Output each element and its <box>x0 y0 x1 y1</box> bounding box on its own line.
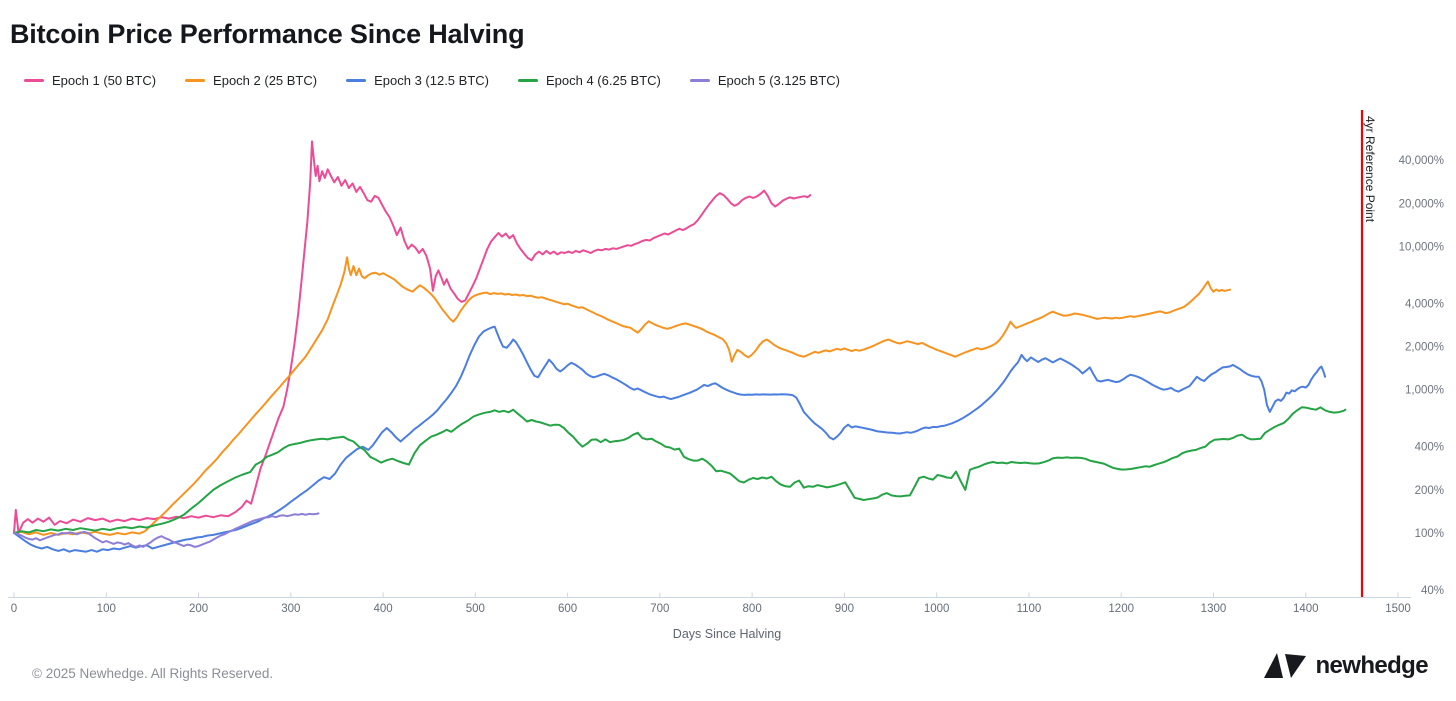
x-tick-label: 1400 <box>1293 603 1319 615</box>
chart-legend: Epoch 1 (50 BTC) Epoch 2 (25 BTC) Epoch 3 … <box>24 73 840 88</box>
x-tick-label: 600 <box>558 603 577 615</box>
legend-label: Epoch 2 (25 BTC) <box>213 73 318 88</box>
series-line-epoch-1[interactable] <box>13 140 812 534</box>
newhedge-logo[interactable]: newhedge <box>1263 651 1429 681</box>
x-tick-label: 200 <box>189 603 208 615</box>
y-tick-label: 40% <box>1421 585 1444 597</box>
x-tick-label: 0 <box>11 603 17 615</box>
y-tick-label: 100% <box>1415 528 1444 540</box>
x-tick-label: 100 <box>97 603 116 615</box>
x-tick-label: 800 <box>743 603 762 615</box>
x-axis-title: Days Since Halving <box>673 627 781 641</box>
legend-swatch-icon <box>346 79 367 82</box>
y-tick-label: 10,000% <box>1399 241 1444 253</box>
legend-label: Epoch 1 (50 BTC) <box>52 73 157 88</box>
legend-item-epoch-1[interactable]: Epoch 1 (50 BTC) <box>24 73 156 88</box>
legend-item-epoch-3[interactable]: Epoch 3 (12.5 BTC) <box>346 73 489 88</box>
y-tick-label: 200% <box>1415 485 1444 497</box>
y-tick-label: 20,000% <box>1399 198 1444 210</box>
x-tick-label: 300 <box>281 603 300 615</box>
x-tick-label: 900 <box>835 603 854 615</box>
newhedge-logo-text: newhedge <box>1315 652 1428 679</box>
y-tick-label: 40,000% <box>1399 155 1444 167</box>
legend-swatch-icon <box>185 79 206 82</box>
legend-label: Epoch 5 (3.125 BTC) <box>717 73 840 88</box>
reference-line-label: 4yr Reference Point <box>1363 116 1377 223</box>
x-tick-label: 1100 <box>1017 603 1042 615</box>
legend-label: Epoch 3 (12.5 BTC) <box>374 73 489 88</box>
legend-item-epoch-2[interactable]: Epoch 2 (25 BTC) <box>185 73 317 88</box>
y-tick-label: 1,000% <box>1405 385 1444 397</box>
x-tick-label: 1300 <box>1201 603 1227 615</box>
y-tick-label: 400% <box>1415 442 1444 454</box>
page-title: Bitcoin Price Performance Since Halving <box>10 19 525 49</box>
x-tick-label: 1000 <box>924 603 950 615</box>
newhedge-logo-icon <box>1264 653 1307 678</box>
x-tick-label: 400 <box>373 603 392 615</box>
x-tick-label: 500 <box>466 603 485 615</box>
legend-item-epoch-5[interactable]: Epoch 5 (3.125 BTC) <box>689 73 840 88</box>
x-tick-label: 1200 <box>1108 603 1134 615</box>
axis-layer: 0 100 200 300 400 500 600 700 800 900 1000 1100 1200… <box>8 155 1444 615</box>
y-tick-label: 4,000% <box>1405 298 1444 310</box>
y-tick-label: 2,000% <box>1405 342 1444 354</box>
series-line-epoch-3[interactable] <box>13 325 1327 553</box>
x-tick-label: 1500 <box>1385 603 1411 615</box>
legend-swatch-icon <box>689 79 710 82</box>
series-line-epoch-2[interactable] <box>13 256 1232 536</box>
x-tick-label: 700 <box>650 603 669 615</box>
legend-swatch-icon <box>517 79 538 82</box>
series-line-epoch-4[interactable] <box>13 406 1347 534</box>
series-line-epoch-5[interactable] <box>13 512 320 548</box>
copyright-text: © 2025 Newhedge. All Rights Reserved. <box>32 666 274 681</box>
legend-item-epoch-4[interactable]: Epoch 4 (6.25 BTC) <box>517 73 661 88</box>
legend-swatch-icon <box>24 79 44 82</box>
series-layer <box>13 140 1347 553</box>
legend-label: Epoch 4 (6.25 BTC) <box>545 73 661 88</box>
